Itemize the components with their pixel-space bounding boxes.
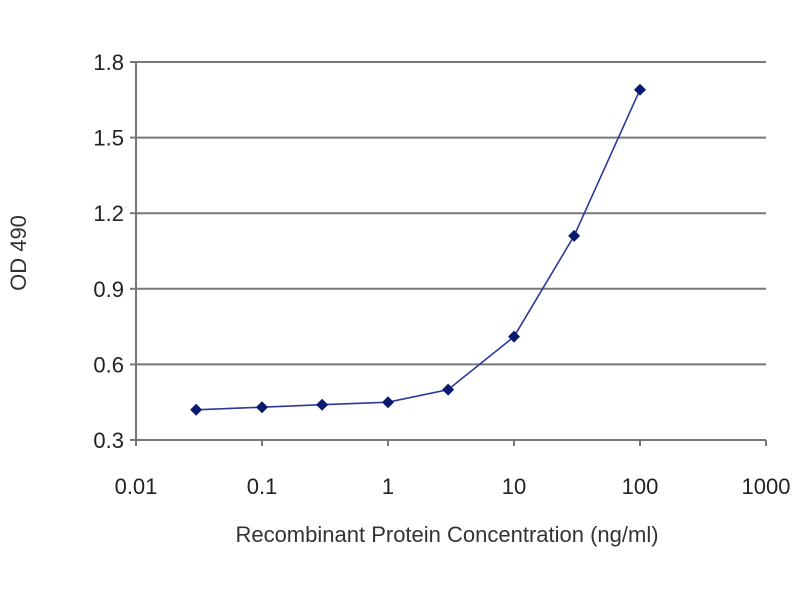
y-tick-label: 0.9 xyxy=(93,277,124,302)
y-tick-label: 1.2 xyxy=(93,201,124,226)
series xyxy=(190,83,646,416)
x-tick-label: 1 xyxy=(382,474,394,499)
data-point xyxy=(190,403,203,416)
data-point xyxy=(508,330,520,343)
data-point xyxy=(382,396,394,409)
x-tick-label: 0.01 xyxy=(115,474,158,499)
data-point xyxy=(568,229,581,242)
x-tick-label: 100 xyxy=(622,474,659,499)
y-tick-label: 0.6 xyxy=(93,352,124,377)
data-point xyxy=(316,398,329,411)
y-tick-label: 0.3 xyxy=(93,428,124,453)
y-tick-label: 1.8 xyxy=(93,50,124,75)
y-axis-title: OD 490 xyxy=(6,215,31,291)
tick-labels: 0.3 0.6 0.9 1.2 1.5 1.8 0.01 0.1 1 10 100 1000 xyxy=(93,50,790,499)
x-tick-label: 1000 xyxy=(742,474,791,499)
y-tick-label: 1.5 xyxy=(93,126,124,151)
x-axis-title: Recombinant Protein Concentration (ng/ml… xyxy=(235,522,658,547)
series-line xyxy=(196,89,641,411)
data-point xyxy=(634,83,646,96)
data-point xyxy=(256,401,268,414)
axes xyxy=(130,61,767,446)
x-tick-label: 10 xyxy=(502,474,526,499)
grid-lines xyxy=(136,61,766,366)
data-point xyxy=(442,383,455,396)
x-tick-label: 0.1 xyxy=(247,474,278,499)
